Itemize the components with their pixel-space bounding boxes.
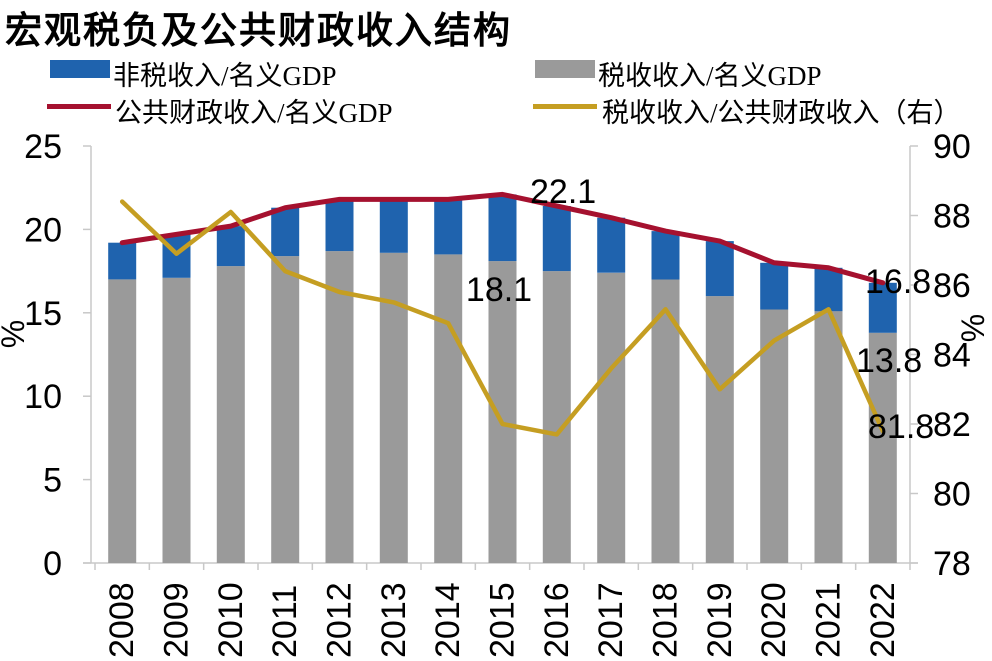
bar-2019-tax_gdp: [705, 296, 734, 563]
bar-2019-nontax_gdp: [705, 241, 734, 297]
x-axis-tick-label: 2010: [212, 582, 250, 658]
data-labels: 22.1 18.1 16.8 13.8 81.8: [466, 173, 934, 446]
bar-2018-nontax_gdp: [651, 231, 680, 280]
left-axis-tick-label: 0: [43, 545, 62, 583]
data-label: 16.8: [865, 263, 931, 301]
bar-2011-nontax_gdp: [271, 207, 300, 257]
x-axis-tick-label: 2014: [429, 582, 467, 658]
right-axis-tick-label: 84: [933, 337, 971, 375]
legend-swatch-fiscal-revenue-gdp: [47, 104, 111, 109]
left-axis-tick-label: 15: [24, 295, 62, 333]
bar-2022-tax_gdp: [868, 332, 897, 563]
x-axis-tick-label: 2020: [755, 582, 793, 658]
bar-2012-nontax_gdp: [325, 199, 354, 252]
right-axis-tick-label: 80: [933, 476, 971, 514]
right-axis-tick-label: 86: [933, 267, 971, 305]
bar-2009-nontax_gdp: [162, 234, 191, 278]
bar-2013-nontax_gdp: [379, 199, 408, 253]
right-axis-tick-label: 78: [933, 545, 971, 583]
bar-2022-nontax_gdp: [868, 282, 897, 333]
bar-2011-tax_gdp: [271, 256, 300, 563]
data-label: 13.8: [856, 342, 922, 380]
bar-2008-nontax_gdp: [108, 242, 137, 280]
x-axis-labels: 2008 2009 2010 2011 2012 2013 2014 2015 2016 2017…: [103, 582, 902, 658]
bar-2017-tax_gdp: [597, 272, 626, 563]
bar-2015-tax_gdp: [488, 261, 517, 563]
legend-swatch-tax-share: [533, 104, 597, 109]
bar-2010-tax_gdp: [216, 266, 245, 563]
x-axis-tick-label: 2011: [266, 585, 304, 658]
bar-2021-nontax_gdp: [814, 267, 843, 312]
legend-label-nontax-gdp: 非税收入/名义GDP: [113, 61, 337, 91]
bar-2010-nontax_gdp: [216, 226, 245, 267]
x-axis-tick-label: 2022: [864, 582, 902, 658]
x-axis-tick-label: 2008: [103, 582, 141, 658]
right-axis-tick-label: 82: [933, 406, 971, 444]
bar-2016-nontax_gdp: [542, 206, 571, 272]
x-axis-tick-label: 2019: [701, 582, 739, 658]
right-axis-unit-label: %: [955, 314, 991, 342]
legend-label-tax-gdp: 税收收入/名义GDP: [598, 61, 822, 91]
line-tax_share_fiscal: [119, 199, 886, 437]
left-axis-unit-label: %: [0, 320, 31, 348]
data-label: 81.8: [868, 408, 934, 446]
legend-swatch-nontax-gdp: [50, 60, 110, 78]
right-axis-tick-label: 88: [933, 198, 971, 236]
legend-label-tax-share: 税收收入/公共财政收入（右）: [602, 98, 961, 128]
x-axis-tick-label: 2009: [158, 582, 196, 658]
x-axis-tick-label: 2017: [592, 582, 630, 658]
line-fiscal_revenue_gdp: [119, 191, 886, 286]
left-axis-tick-label: 20: [24, 211, 62, 249]
data-label: 18.1: [466, 271, 532, 309]
x-axis-tick-label: 2021: [810, 582, 848, 658]
x-axis-tick-label: 2012: [321, 582, 359, 658]
right-axis-tick-label: 90: [933, 128, 971, 166]
x-axis-tick-label: 2013: [375, 582, 413, 658]
bar-2014-tax_gdp: [434, 254, 463, 563]
bars-group: [108, 194, 897, 564]
bar-2008-tax_gdp: [108, 279, 137, 563]
x-axis-tick-label: 2018: [647, 582, 685, 658]
left-axis-tick-label: 5: [43, 462, 62, 500]
bar-2017-nontax_gdp: [597, 217, 626, 273]
left-axis-tick-label: 25: [24, 128, 62, 166]
bar-2020-nontax_gdp: [760, 262, 789, 310]
legend-swatch-tax-gdp: [535, 60, 595, 78]
left-axis-tick-label: 10: [24, 378, 62, 416]
bar-2016-tax_gdp: [542, 271, 571, 563]
chart-title: 宏观税负及公共财政收入结构: [5, 11, 512, 52]
x-axis-tick-label: 2015: [484, 582, 522, 658]
legend-label-fiscal-revenue-gdp: 公共财政收入/名义GDP: [115, 98, 393, 128]
bar-2015-nontax_gdp: [488, 194, 517, 262]
bar-2014-nontax_gdp: [434, 199, 463, 255]
data-label: 22.1: [530, 173, 596, 211]
x-axis-tick-label: 2016: [538, 582, 576, 658]
bar-2012-tax_gdp: [325, 251, 354, 563]
bar-2009-tax_gdp: [162, 277, 191, 563]
bar-2021-tax_gdp: [814, 311, 843, 563]
